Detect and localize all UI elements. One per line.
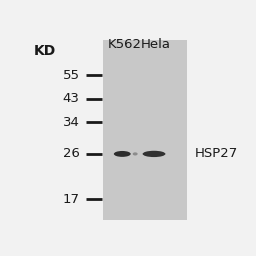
Text: 43: 43 xyxy=(63,92,80,105)
Text: 34: 34 xyxy=(63,116,80,129)
Ellipse shape xyxy=(133,152,138,155)
Text: 17: 17 xyxy=(63,193,80,206)
Ellipse shape xyxy=(114,151,131,157)
Bar xyxy=(103,40,187,220)
Text: 55: 55 xyxy=(63,69,80,82)
Text: K562: K562 xyxy=(107,38,141,51)
Text: Hela: Hela xyxy=(141,38,171,51)
Text: KD: KD xyxy=(34,45,56,58)
Ellipse shape xyxy=(143,151,165,157)
Text: 26: 26 xyxy=(63,147,80,161)
Text: HSP27: HSP27 xyxy=(195,147,238,161)
